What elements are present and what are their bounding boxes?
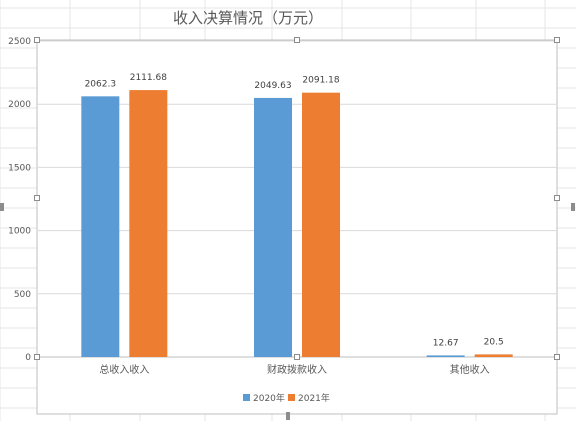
resize-handle[interactable] [554, 354, 560, 360]
frame-handle[interactable] [286, 412, 290, 420]
y-tick-label: 1000 [8, 227, 31, 237]
data-label: 2049.63 [254, 81, 291, 91]
legend-label: 2020年 [253, 392, 285, 404]
resize-handle[interactable] [34, 354, 40, 360]
y-tick-label: 500 [14, 290, 31, 300]
resize-handle[interactable] [34, 195, 40, 201]
legend-label: 2021年 [298, 392, 330, 404]
bars [81, 90, 513, 358]
y-tick-label: 2500 [8, 37, 31, 47]
bar [254, 97, 292, 358]
data-labels: 2062.3 2111.68 2049.63 2091.18 12.67 20.5 [85, 73, 504, 348]
chart-title: 收入决算情况（万元） [173, 9, 323, 27]
bar [474, 354, 513, 357]
data-label: 2111.68 [130, 73, 167, 83]
legend: 2020年 2021年 [243, 392, 330, 404]
x-category-label: 其他收入 [450, 363, 490, 376]
resize-handle[interactable] [294, 37, 300, 43]
y-tick-label: 0 [25, 353, 31, 363]
bar [129, 90, 168, 357]
data-label: 12.67 [433, 338, 459, 348]
resize-handle[interactable] [554, 195, 560, 201]
y-axis-tick-labels: 0 500 1000 1500 2000 2500 [8, 37, 31, 363]
bar [302, 92, 340, 357]
legend-swatch [288, 394, 295, 401]
y-tick-label: 2000 [8, 100, 31, 110]
chart-area-frame[interactable] [36, 39, 558, 415]
bar [81, 96, 120, 357]
resize-handle[interactable] [34, 37, 40, 43]
data-label: 20.5 [484, 337, 504, 347]
y-tick-label: 1500 [8, 163, 31, 173]
data-label: 2062.3 [85, 79, 117, 89]
resize-handle[interactable] [294, 354, 300, 360]
frame-handle[interactable] [0, 203, 4, 211]
legend-swatch [243, 394, 250, 401]
x-category-label: 总收入收入 [99, 363, 149, 376]
frame-handle[interactable] [571, 203, 575, 211]
x-category-label: 财政拨款收入 [267, 363, 327, 376]
selection-handles[interactable] [0, 37, 575, 421]
resize-handle[interactable] [554, 37, 560, 43]
bar [426, 355, 465, 357]
x-axis-category-labels: 总收入收入 财政拨款收入 其他收入 [99, 363, 489, 376]
data-label: 2091.18 [302, 76, 339, 86]
